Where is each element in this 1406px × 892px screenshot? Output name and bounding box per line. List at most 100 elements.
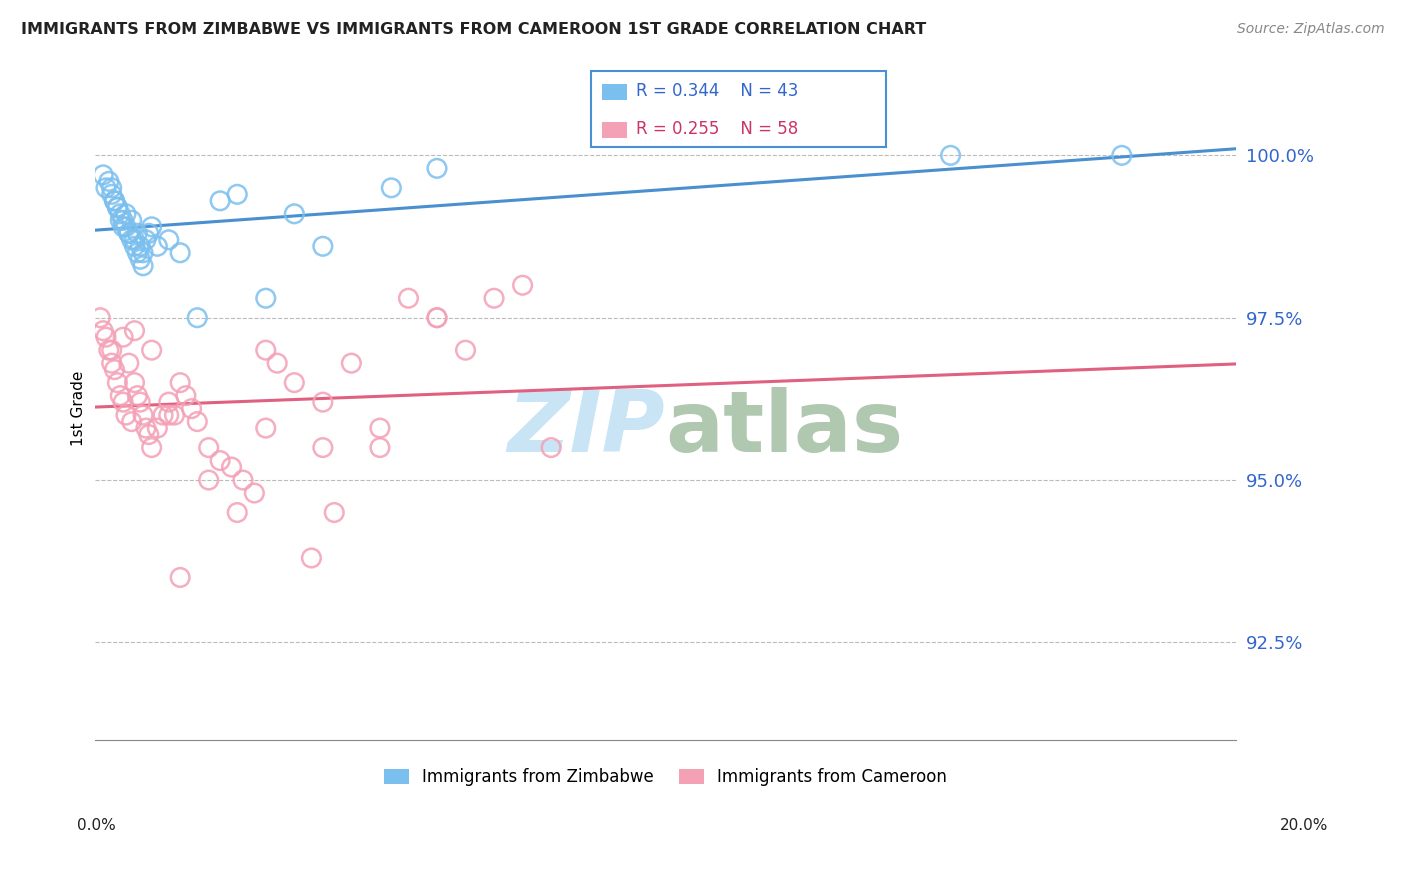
Point bbox=[135, 421, 157, 435]
Point bbox=[312, 239, 335, 253]
Point bbox=[426, 310, 449, 325]
Point bbox=[141, 441, 163, 455]
Point bbox=[129, 239, 152, 253]
Point bbox=[398, 291, 420, 305]
Point bbox=[100, 356, 122, 370]
Text: ZIP: ZIP bbox=[508, 387, 665, 470]
Point bbox=[105, 376, 128, 390]
Point bbox=[312, 441, 335, 455]
Point bbox=[254, 291, 277, 305]
Point bbox=[157, 395, 180, 409]
Point bbox=[115, 219, 138, 234]
Text: atlas: atlas bbox=[665, 387, 904, 470]
Point bbox=[127, 245, 149, 260]
Point bbox=[141, 343, 163, 358]
Point bbox=[141, 219, 163, 234]
Y-axis label: 1st Grade: 1st Grade bbox=[72, 371, 86, 446]
Point bbox=[127, 389, 149, 403]
Point bbox=[100, 343, 122, 358]
Point bbox=[97, 343, 120, 358]
Point bbox=[112, 219, 135, 234]
Point bbox=[312, 395, 335, 409]
Point bbox=[129, 395, 152, 409]
Point bbox=[121, 415, 143, 429]
Point bbox=[169, 570, 191, 584]
Point bbox=[180, 401, 202, 416]
Point bbox=[112, 395, 135, 409]
Point bbox=[112, 213, 135, 227]
Legend: Immigrants from Zimbabwe, Immigrants from Cameroon: Immigrants from Zimbabwe, Immigrants fro… bbox=[375, 760, 955, 795]
Text: R = 0.344    N = 43: R = 0.344 N = 43 bbox=[636, 82, 797, 100]
Point bbox=[100, 181, 122, 195]
Point bbox=[124, 324, 146, 338]
Point bbox=[512, 278, 534, 293]
Point bbox=[254, 421, 277, 435]
Point bbox=[110, 207, 132, 221]
Point bbox=[91, 324, 114, 338]
Text: 0.0%: 0.0% bbox=[77, 818, 117, 832]
Point bbox=[157, 233, 180, 247]
Point bbox=[110, 389, 132, 403]
Point bbox=[368, 441, 391, 455]
Text: 20.0%: 20.0% bbox=[1281, 818, 1329, 832]
Point bbox=[118, 227, 141, 241]
Point bbox=[283, 207, 305, 221]
Point bbox=[426, 310, 449, 325]
Text: IMMIGRANTS FROM ZIMBABWE VS IMMIGRANTS FROM CAMEROON 1ST GRADE CORRELATION CHART: IMMIGRANTS FROM ZIMBABWE VS IMMIGRANTS F… bbox=[21, 22, 927, 37]
Point bbox=[94, 330, 117, 344]
Point bbox=[103, 362, 125, 376]
Point bbox=[100, 187, 122, 202]
Point bbox=[197, 441, 219, 455]
Point bbox=[254, 343, 277, 358]
Point bbox=[110, 213, 132, 227]
Point bbox=[138, 427, 160, 442]
Point bbox=[283, 376, 305, 390]
Point bbox=[121, 233, 143, 247]
Point bbox=[105, 200, 128, 214]
Point bbox=[115, 207, 138, 221]
Point bbox=[243, 486, 266, 500]
Point bbox=[197, 473, 219, 487]
Point bbox=[186, 310, 208, 325]
Point bbox=[112, 330, 135, 344]
Point bbox=[939, 148, 962, 162]
Point bbox=[266, 356, 288, 370]
Point bbox=[129, 252, 152, 267]
Point bbox=[132, 408, 155, 422]
Point bbox=[118, 227, 141, 241]
Point bbox=[124, 233, 146, 247]
Text: R = 0.255    N = 58: R = 0.255 N = 58 bbox=[636, 120, 797, 137]
Point bbox=[226, 187, 249, 202]
Point bbox=[127, 227, 149, 241]
Point bbox=[174, 389, 197, 403]
Point bbox=[340, 356, 363, 370]
Point bbox=[115, 408, 138, 422]
Point bbox=[221, 460, 243, 475]
Point bbox=[97, 174, 120, 188]
Point bbox=[135, 233, 157, 247]
Point bbox=[380, 181, 402, 195]
Point bbox=[163, 408, 186, 422]
Point bbox=[482, 291, 505, 305]
Point bbox=[89, 310, 111, 325]
Point bbox=[121, 213, 143, 227]
Point bbox=[132, 259, 155, 273]
Point bbox=[118, 356, 141, 370]
Point bbox=[157, 408, 180, 422]
Point bbox=[169, 376, 191, 390]
Point bbox=[323, 506, 346, 520]
Point bbox=[540, 441, 562, 455]
Point bbox=[186, 415, 208, 429]
Point bbox=[454, 343, 477, 358]
Point bbox=[426, 161, 449, 176]
Point bbox=[209, 453, 232, 467]
Point bbox=[169, 245, 191, 260]
Point bbox=[152, 408, 174, 422]
Point bbox=[146, 421, 169, 435]
Point bbox=[209, 194, 232, 208]
Point bbox=[146, 239, 169, 253]
Point bbox=[138, 227, 160, 241]
Point bbox=[105, 200, 128, 214]
Point bbox=[124, 239, 146, 253]
Point bbox=[94, 181, 117, 195]
